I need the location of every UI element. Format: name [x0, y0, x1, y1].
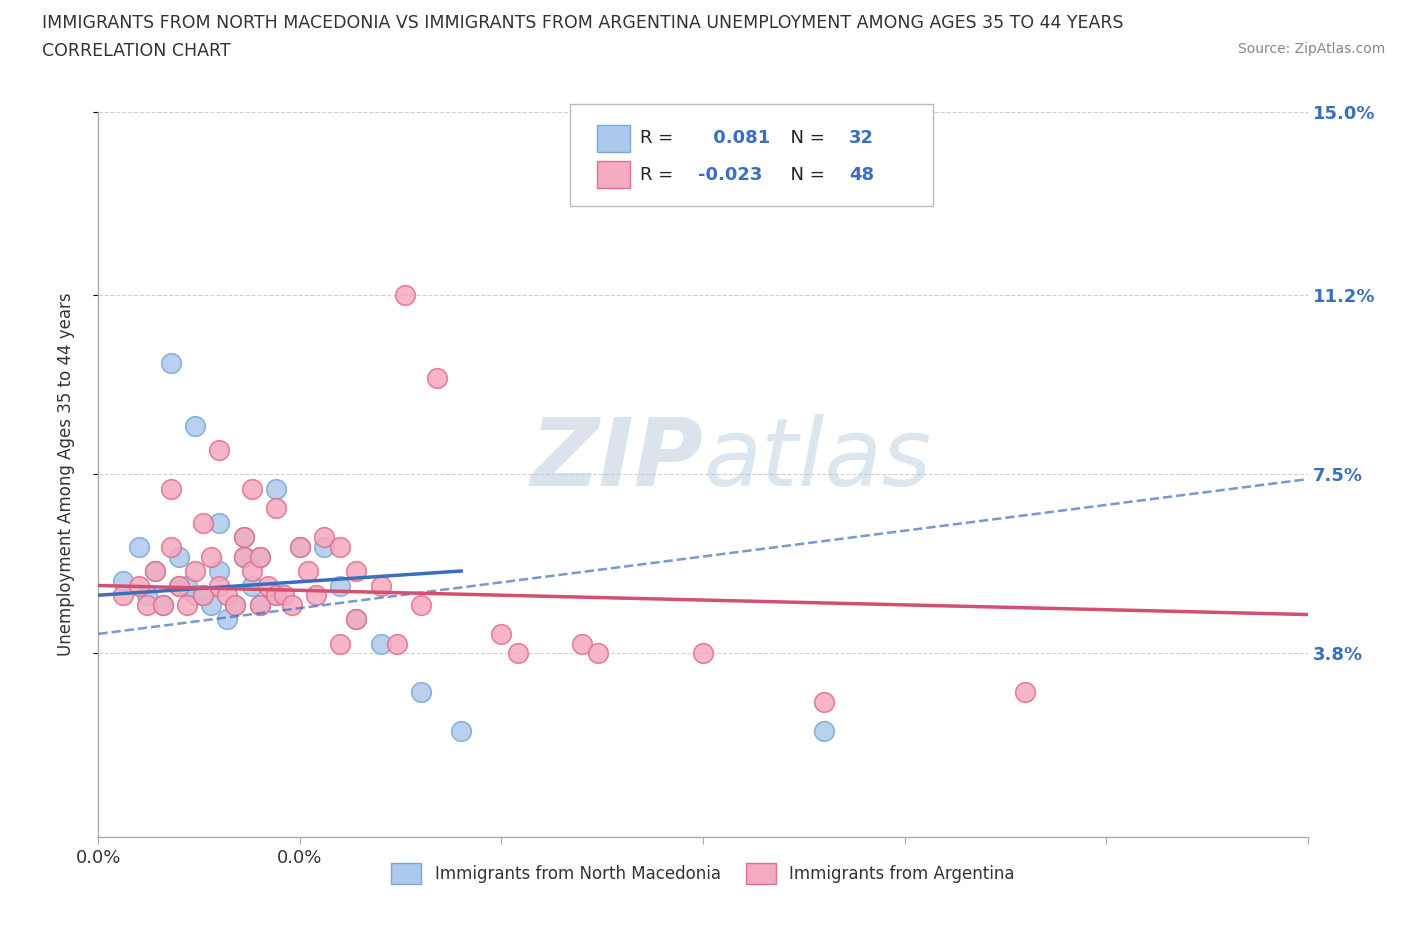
Point	[240, 564, 263, 578]
Point	[288, 539, 311, 554]
Point	[152, 597, 174, 612]
Point	[217, 612, 239, 627]
Point	[344, 612, 367, 627]
Point	[184, 564, 207, 578]
Point	[232, 530, 254, 545]
Point	[200, 597, 222, 612]
Point	[128, 539, 150, 554]
Text: 0.081: 0.081	[707, 129, 770, 148]
Point	[128, 578, 150, 593]
Point	[143, 564, 166, 578]
Point	[111, 573, 134, 588]
Point	[288, 539, 311, 554]
Point	[314, 530, 336, 545]
Point	[167, 549, 190, 564]
Point	[184, 588, 207, 603]
Point	[232, 549, 254, 564]
Point	[305, 588, 328, 603]
Point	[152, 597, 174, 612]
Point	[394, 288, 416, 303]
Point	[264, 588, 287, 603]
Point	[506, 645, 529, 660]
Point	[385, 636, 408, 651]
Text: atlas: atlas	[703, 414, 931, 505]
Point	[160, 539, 183, 554]
Point	[193, 588, 215, 603]
Point	[208, 564, 231, 578]
Point	[167, 578, 190, 593]
Point	[208, 578, 231, 593]
Point	[224, 597, 246, 612]
Point	[344, 564, 367, 578]
Point	[217, 588, 239, 603]
Text: N =: N =	[779, 166, 831, 184]
Text: Source: ZipAtlas.com: Source: ZipAtlas.com	[1237, 42, 1385, 56]
Text: R =: R =	[640, 129, 679, 148]
Point	[329, 539, 352, 554]
Point	[224, 597, 246, 612]
Point	[344, 612, 367, 627]
Point	[329, 578, 352, 593]
Point	[111, 588, 134, 603]
Point	[370, 636, 392, 651]
Y-axis label: Unemployment Among Ages 35 to 44 years: Unemployment Among Ages 35 to 44 years	[56, 293, 75, 656]
Point	[249, 597, 271, 612]
Point	[193, 515, 215, 530]
FancyBboxPatch shape	[596, 161, 630, 189]
FancyBboxPatch shape	[596, 125, 630, 153]
Point	[370, 578, 392, 593]
Point	[193, 588, 215, 603]
Point	[160, 482, 183, 497]
Point	[426, 370, 449, 385]
Point	[450, 724, 472, 738]
Point	[813, 694, 835, 709]
Point	[409, 597, 432, 612]
Text: R =: R =	[640, 166, 679, 184]
Point	[1014, 684, 1036, 699]
Point	[240, 578, 263, 593]
Point	[256, 578, 278, 593]
Point	[240, 482, 263, 497]
Text: -0.023: -0.023	[699, 166, 762, 184]
Point	[200, 549, 222, 564]
Point	[176, 597, 198, 612]
Point	[491, 627, 513, 642]
Point	[813, 724, 835, 738]
Point	[232, 530, 254, 545]
Point	[160, 355, 183, 370]
Point	[264, 588, 287, 603]
Point	[249, 549, 271, 564]
Point	[208, 515, 231, 530]
FancyBboxPatch shape	[569, 104, 932, 206]
Text: 48: 48	[849, 166, 875, 184]
Point	[409, 684, 432, 699]
Text: 32: 32	[849, 129, 875, 148]
Point	[692, 645, 714, 660]
Point	[281, 597, 304, 612]
Point	[135, 597, 157, 612]
Point	[297, 564, 319, 578]
Point	[208, 443, 231, 458]
Point	[586, 645, 609, 660]
Text: N =: N =	[779, 129, 831, 148]
Point	[314, 539, 336, 554]
Point	[329, 636, 352, 651]
Point	[167, 578, 190, 593]
Text: IMMIGRANTS FROM NORTH MACEDONIA VS IMMIGRANTS FROM ARGENTINA UNEMPLOYMENT AMONG : IMMIGRANTS FROM NORTH MACEDONIA VS IMMIG…	[42, 14, 1123, 32]
Point	[264, 482, 287, 497]
Point	[143, 564, 166, 578]
Point	[264, 500, 287, 515]
Text: ZIP: ZIP	[530, 414, 703, 506]
Point	[176, 578, 198, 593]
Point	[249, 597, 271, 612]
Point	[184, 418, 207, 433]
Point	[571, 636, 593, 651]
Point	[249, 549, 271, 564]
Point	[232, 549, 254, 564]
Point	[273, 588, 295, 603]
Text: CORRELATION CHART: CORRELATION CHART	[42, 42, 231, 60]
Point	[135, 588, 157, 603]
Legend: Immigrants from North Macedonia, Immigrants from Argentina: Immigrants from North Macedonia, Immigra…	[385, 857, 1021, 890]
